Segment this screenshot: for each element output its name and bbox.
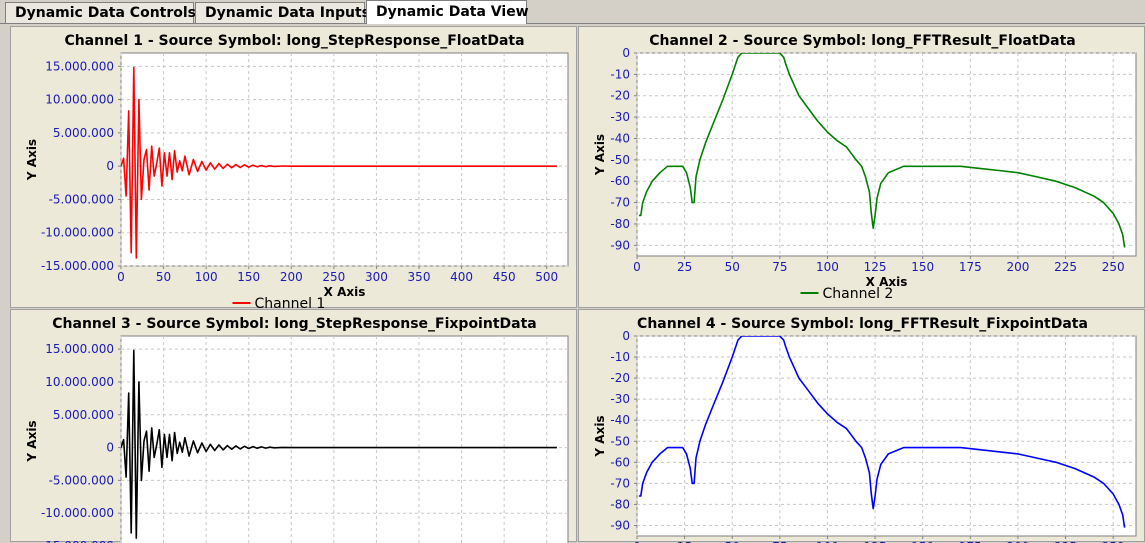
- y-tick-label: -10: [610, 67, 630, 81]
- series-line: [121, 66, 557, 259]
- y-tick-label: -80: [610, 217, 630, 231]
- y-tick-label: -30: [610, 392, 630, 406]
- chart-title: Channel 2 - Source Symbol: long_FFTResul…: [649, 33, 1076, 49]
- y-tick-label: 10.000.000: [45, 93, 114, 107]
- x-tick-label: 150: [911, 260, 934, 274]
- legend-label: Channel 2: [823, 286, 894, 302]
- y-tick-label: 15.000.000: [45, 342, 114, 356]
- y-tick-label: -20: [610, 89, 630, 103]
- y-tick-label: 15.000.000: [45, 59, 114, 73]
- chart-panel-channel-4: Channel 4 - Source Symbol: long_FFTResul…: [578, 309, 1145, 543]
- series-line: [121, 349, 557, 539]
- x-tick-label: 125: [864, 260, 887, 274]
- y-tick-label: -60: [610, 174, 630, 188]
- x-tick-label: 175: [959, 260, 982, 274]
- chart-svg: Channel 2 - Source Symbol: long_FFTResul…: [593, 33, 1137, 302]
- x-tick-label: 150: [237, 270, 260, 284]
- y-tick-label: 0: [622, 329, 630, 343]
- chart-panel-channel-3: Channel 3 - Source Symbol: long_StepResp…: [10, 309, 577, 543]
- plot-area: [120, 52, 569, 267]
- x-tick-label: 250: [322, 270, 345, 284]
- x-tick-label: 100: [195, 270, 218, 284]
- chart-panel-channel-2: Channel 2 - Source Symbol: long_FFTResul…: [578, 26, 1145, 308]
- chart-title: Channel 4 - Source Symbol: long_FFTResul…: [637, 316, 1088, 332]
- tab-bar: Dynamic Data Controls Dynamic Data Input…: [0, 0, 1145, 24]
- x-tick-label: 50: [725, 260, 740, 274]
- chart-title: Channel 1 - Source Symbol: long_StepResp…: [64, 33, 524, 49]
- x-tick-label: 200: [280, 270, 303, 284]
- chart-panel-channel-1: Channel 1 - Source Symbol: long_StepResp…: [10, 26, 577, 309]
- y-tick-label: -30: [610, 110, 630, 124]
- tab-dynamic-data-view[interactable]: Dynamic Data View: [366, 0, 529, 24]
- x-tick-label: 75: [772, 260, 787, 274]
- x-tick-label: 25: [677, 260, 692, 274]
- x-tick-label: 350: [408, 270, 431, 284]
- x-tick-label: 0: [117, 270, 125, 284]
- chart-title: Channel 3 - Source Symbol: long_StepResp…: [52, 316, 536, 332]
- plot-area: [636, 52, 1137, 257]
- y-tick-label: 0: [106, 441, 114, 455]
- y-tick-label: -50: [610, 434, 630, 448]
- y-tick-label: -5.000.000: [49, 192, 114, 206]
- y-tick-label: -40: [610, 413, 630, 427]
- x-tick-label: 250: [1102, 260, 1125, 274]
- y-tick-label: -70: [610, 476, 630, 490]
- x-tick-label: 225: [1054, 260, 1077, 274]
- y-tick-label: -10.000.000: [41, 506, 114, 520]
- x-tick-label: 0: [633, 260, 641, 274]
- dynamic-data-view-panel: Channel 1 - Source Symbol: long_StepResp…: [0, 24, 1145, 543]
- y-tick-label: -70: [610, 196, 630, 210]
- chart-svg: Channel 1 - Source Symbol: long_StepResp…: [25, 33, 569, 309]
- y-axis-label: Y Axis: [593, 415, 607, 457]
- chart-svg: Channel 4 - Source Symbol: long_FFTResul…: [593, 316, 1137, 543]
- y-tick-label: -60: [610, 455, 630, 469]
- y-tick-label: -15.000.000: [41, 539, 114, 543]
- y-tick-label: 10.000.000: [45, 375, 114, 389]
- y-tick-label: -50: [610, 153, 630, 167]
- legend-label: Channel 1: [255, 296, 326, 309]
- y-tick-label: -10.000.000: [41, 226, 114, 240]
- plot-area: [636, 335, 1137, 537]
- x-tick-label: 50: [156, 270, 171, 284]
- y-tick-label: -5.000.000: [49, 473, 114, 487]
- series-line: [638, 336, 1126, 528]
- tab-bar-divider: [0, 23, 1145, 24]
- y-tick-label: -40: [610, 131, 630, 145]
- y-tick-label: -80: [610, 497, 630, 511]
- x-tick-label: 300: [365, 270, 388, 284]
- y-axis-label: Y Axis: [25, 420, 39, 462]
- x-tick-label: 500: [535, 270, 558, 284]
- tab-dynamic-data-controls[interactable]: Dynamic Data Controls: [5, 2, 196, 23]
- y-tick-label: -10: [610, 350, 630, 364]
- y-tick-label: -90: [610, 518, 630, 532]
- tab-dynamic-data-inputs[interactable]: Dynamic Data Inputs: [195, 2, 370, 23]
- y-tick-label: 5.000.000: [53, 408, 114, 422]
- series-line: [638, 53, 1126, 248]
- chart-svg: Channel 3 - Source Symbol: long_StepResp…: [25, 316, 569, 543]
- plot-area: [120, 335, 569, 543]
- x-axis-label: X Axis: [324, 285, 366, 299]
- y-axis-label: Y Axis: [25, 139, 39, 181]
- y-tick-label: 5.000.000: [53, 126, 114, 140]
- x-tick-label: 400: [450, 270, 473, 284]
- y-tick-label: -90: [610, 238, 630, 252]
- x-tick-label: 100: [816, 260, 839, 274]
- x-tick-label: 450: [493, 270, 516, 284]
- y-axis-label: Y Axis: [593, 134, 607, 176]
- y-tick-label: -20: [610, 371, 630, 385]
- x-tick-label: 200: [1006, 260, 1029, 274]
- x-axis-label: X Axis: [866, 275, 908, 289]
- y-tick-label: 0: [622, 46, 630, 60]
- y-tick-label: 0: [106, 159, 114, 173]
- y-tick-label: -15.000.000: [41, 259, 114, 273]
